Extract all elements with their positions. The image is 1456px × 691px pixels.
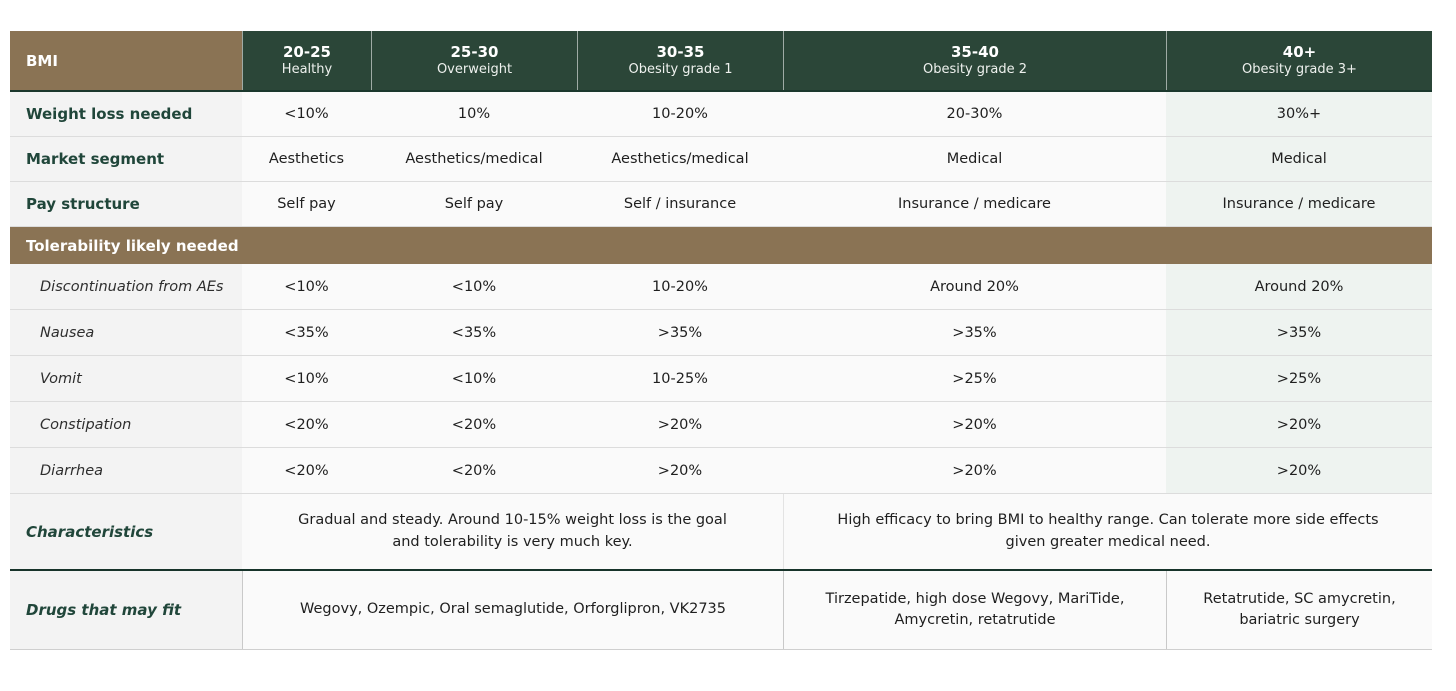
row-sub-label: Diarrhea [10,448,242,493]
value-cell: Insurance / medicare [783,182,1166,226]
value-cell: >20% [783,402,1166,447]
column-header-25-30: 25-30 Overweight [371,31,577,90]
value-cell: <20% [242,448,371,493]
value-cell: >20% [1166,402,1432,447]
bmi-category-label: Obesity grade 2 [922,61,1027,77]
value-cell: <35% [242,310,371,355]
value-cell: <20% [371,448,577,493]
table-row-characteristics: Characteristics Gradual and steady. Arou… [10,494,1432,571]
header-row: BMI 20-25 Healthy 25-30 Overweight 30-35… [10,31,1432,92]
value-cell: <10% [242,356,371,401]
row-sub-label: Nausea [10,310,242,355]
value-cell: <10% [242,264,371,309]
table-row-discontinuation: Discontinuation from AEs <10% <10% 10-20… [10,264,1432,310]
corner-cell-bmi: BMI [10,31,242,90]
bmi-range-label: 35-40 [951,43,999,61]
value-cell: >35% [783,310,1166,355]
row-label: Pay structure [10,182,242,226]
column-header-30-35: 30-35 Obesity grade 1 [577,31,783,90]
bmi-range-label: 25-30 [450,43,499,61]
table-row-constipation: Constipation <20% <20% >20% >20% >20% [10,402,1432,448]
value-cell: Self pay [242,182,371,226]
row-sub-label: Vomit [10,356,242,401]
value-cell: >25% [783,356,1166,401]
table-row-pay-structure: Pay structure Self pay Self pay Self / i… [10,182,1432,227]
row-sub-label: Constipation [10,402,242,447]
value-cell: Insurance / medicare [1166,182,1432,226]
table-row-vomit: Vomit <10% <10% 10-25% >25% >25% [10,356,1432,402]
drugs-cell-35-40: Tirzepatide, high dose Wegovy, MariTide,… [783,571,1166,649]
value-cell: >20% [1166,448,1432,493]
bmi-segmentation-table: BMI 20-25 Healthy 25-30 Overweight 30-35… [10,31,1432,650]
value-cell: Aesthetics/medical [577,137,783,181]
value-cell: <10% [242,92,371,136]
table-row-weight-loss-needed: Weight loss needed <10% 10% 10-20% 20-30… [10,92,1432,137]
bmi-category-label: Obesity grade 1 [628,61,733,77]
value-cell: <35% [371,310,577,355]
table-row-market-segment: Market segment Aesthetics Aesthetics/med… [10,137,1432,182]
column-header-20-25: 20-25 Healthy [242,31,371,90]
column-header-35-40: 35-40 Obesity grade 2 [783,31,1166,90]
value-cell: >35% [1166,310,1432,355]
value-cell: <10% [371,264,577,309]
bmi-range-label: 30-35 [656,43,705,61]
value-cell: Aesthetics [242,137,371,181]
bmi-range-label: 40+ [1282,43,1317,61]
characteristics-left-text: Gradual and steady. Around 10-15% weight… [242,494,783,569]
value-cell: Around 20% [1166,264,1432,309]
value-cell: 20-30% [783,92,1166,136]
characteristics-right-text: High efficacy to bring BMI to healthy ra… [783,494,1432,569]
table-row-diarrhea: Diarrhea <20% <20% >20% >20% >20% [10,448,1432,494]
table-row-nausea: Nausea <35% <35% >35% >35% >35% [10,310,1432,356]
value-cell: Medical [783,137,1166,181]
bmi-category-label: Obesity grade 3+ [1242,61,1357,77]
value-cell: Self / insurance [577,182,783,226]
row-label-characteristics: Characteristics [10,494,242,569]
value-cell: Aesthetics/medical [371,137,577,181]
value-cell: >20% [783,448,1166,493]
value-cell: 30%+ [1166,92,1432,136]
value-cell: Medical [1166,137,1432,181]
value-cell: >20% [577,402,783,447]
bmi-range-label: 20-25 [283,43,331,61]
section-header-tolerability: Tolerability likely needed [10,227,1432,264]
value-cell: <10% [371,356,577,401]
value-cell: Self pay [371,182,577,226]
value-cell: <20% [371,402,577,447]
bmi-category-label: Overweight [436,61,513,77]
value-cell: Around 20% [783,264,1166,309]
value-cell: 10% [371,92,577,136]
bmi-category-label: Healthy [281,61,333,77]
row-sub-label: Discontinuation from AEs [10,264,242,309]
value-cell: >20% [577,448,783,493]
value-cell: >25% [1166,356,1432,401]
value-cell: 10-20% [577,92,783,136]
drugs-cell-aesthetic-segment: Wegovy, Ozempic, Oral semaglutide, Orfor… [242,571,783,649]
column-header-40-plus: 40+ Obesity grade 3+ [1166,31,1432,90]
row-label-drugs: Drugs that may fit [10,571,242,649]
drugs-cell-40-plus: Retatrutide, SC amycretin, bariatric sur… [1166,571,1432,649]
row-label: Weight loss needed [10,92,242,136]
value-cell: 10-25% [577,356,783,401]
row-label: Market segment [10,137,242,181]
value-cell: <20% [242,402,371,447]
value-cell: >35% [577,310,783,355]
table-row-drugs: Drugs that may fit Wegovy, Ozempic, Oral… [10,571,1432,650]
value-cell: 10-20% [577,264,783,309]
